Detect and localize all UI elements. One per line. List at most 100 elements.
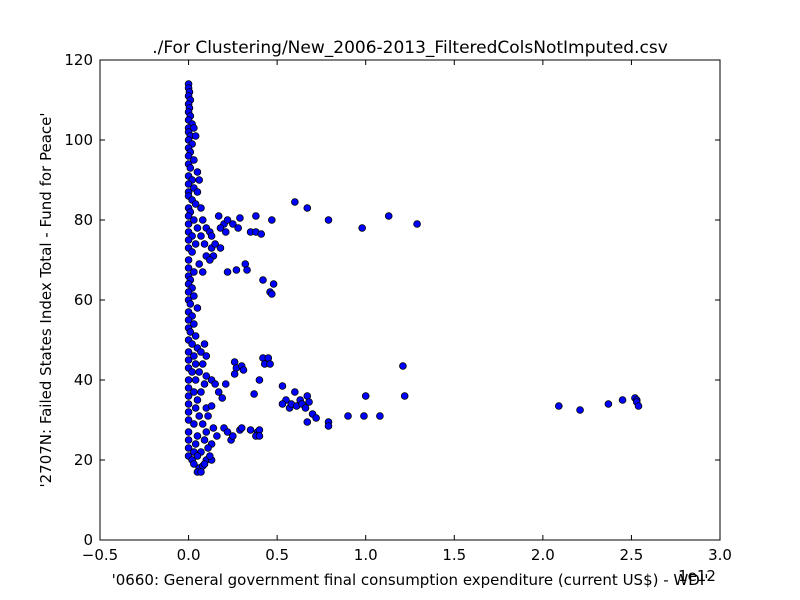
data-point	[184, 288, 193, 296]
data-point	[193, 432, 202, 440]
data-point	[184, 264, 193, 272]
data-point	[184, 316, 193, 324]
data-point	[269, 280, 278, 288]
data-point	[184, 236, 193, 244]
x-tick-label: 2.5	[619, 546, 643, 564]
data-point	[193, 224, 202, 232]
data-point	[257, 230, 266, 238]
data-point	[184, 220, 193, 228]
data-point	[190, 320, 198, 328]
data-point	[268, 216, 276, 224]
x-tick-label: 1.5	[442, 546, 466, 564]
data-point	[193, 304, 202, 312]
data-point	[198, 420, 207, 428]
y-tick-label: 120	[64, 51, 93, 69]
data-point	[243, 266, 251, 274]
data-point	[211, 380, 219, 388]
data-point	[234, 224, 242, 232]
data-point	[193, 168, 202, 176]
data-point	[190, 420, 198, 428]
data-point	[223, 268, 232, 276]
data-point	[184, 400, 193, 408]
data-point	[197, 388, 205, 396]
data-point	[358, 224, 366, 232]
data-point	[211, 240, 219, 248]
data-point	[184, 376, 193, 384]
data-point	[214, 212, 223, 220]
data-point	[213, 432, 221, 440]
data-point	[278, 382, 287, 390]
data-point	[198, 268, 207, 276]
data-point	[237, 424, 246, 432]
data-point	[184, 436, 193, 444]
data-point	[186, 300, 195, 308]
data-point	[554, 402, 563, 410]
data-point	[191, 440, 200, 448]
data-point	[191, 332, 200, 340]
data-point	[209, 424, 218, 432]
data-point	[202, 352, 211, 360]
data-point	[202, 372, 211, 380]
data-point	[198, 216, 207, 224]
data-point	[190, 268, 198, 276]
data-point	[195, 260, 204, 268]
data-point	[239, 366, 248, 374]
data-point	[184, 256, 193, 264]
data-point	[278, 400, 287, 408]
data-point	[252, 212, 260, 220]
data-point	[193, 396, 202, 404]
data-point	[268, 290, 276, 298]
y-tick-label: 20	[74, 451, 93, 469]
data-point	[200, 436, 209, 444]
data-point	[413, 220, 421, 228]
data-point	[184, 428, 193, 436]
data-point	[200, 340, 209, 348]
data-point	[206, 256, 214, 264]
x-axis-label: '0660: General government final consumpt…	[112, 571, 709, 589]
data-point	[190, 156, 198, 164]
chart-title: ./For Clustering/New_2006-2013_FilteredC…	[152, 38, 668, 58]
data-point	[576, 406, 584, 414]
data-point	[190, 292, 198, 300]
data-point	[216, 224, 225, 232]
data-point	[188, 368, 196, 376]
data-point	[191, 404, 200, 412]
data-points	[184, 80, 643, 476]
data-point	[246, 426, 255, 434]
data-point	[229, 220, 237, 228]
data-point	[190, 216, 198, 224]
data-point	[216, 244, 225, 252]
data-point	[376, 412, 384, 420]
data-point	[186, 164, 195, 172]
data-point	[190, 124, 198, 132]
data-point	[604, 400, 613, 408]
x-tick-label: 2.0	[531, 546, 555, 564]
data-point	[207, 402, 216, 410]
x-tick-label: 0.0	[177, 546, 201, 564]
data-point	[191, 200, 200, 208]
data-point	[266, 360, 274, 368]
data-point	[361, 392, 370, 400]
data-point	[197, 204, 205, 212]
data-point	[195, 368, 204, 376]
data-point	[618, 396, 627, 404]
data-point	[255, 432, 264, 440]
data-point	[198, 360, 207, 368]
data-point	[191, 240, 200, 248]
data-point	[360, 412, 368, 420]
data-point	[255, 376, 264, 384]
data-point	[400, 392, 409, 400]
y-tick-label: 80	[74, 211, 93, 229]
data-point	[200, 460, 209, 468]
x-tick-label: 1.0	[354, 546, 378, 564]
data-point	[204, 412, 212, 420]
data-point	[303, 204, 312, 212]
data-point	[202, 428, 211, 436]
data-point	[184, 180, 193, 188]
data-point	[303, 418, 312, 426]
data-point	[250, 390, 258, 398]
y-tick-label: 40	[74, 371, 93, 389]
data-point	[214, 388, 223, 396]
data-point	[259, 276, 267, 284]
data-point	[184, 348, 193, 356]
